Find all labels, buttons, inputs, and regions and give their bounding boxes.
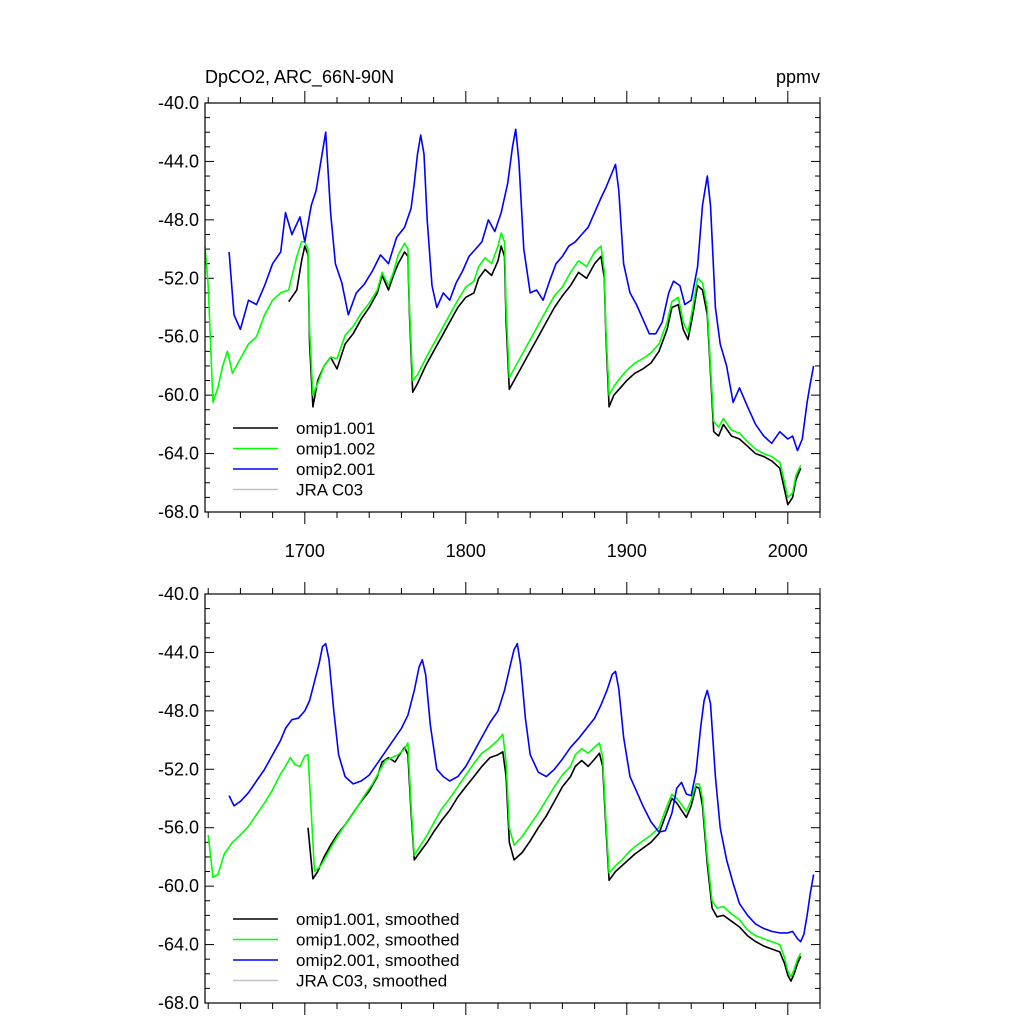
x-tick-label: 2000 [768, 541, 808, 561]
legend-label: omip2.001, smoothed [296, 951, 460, 970]
top-plot-frame [204, 102, 821, 513]
y-tick-label: -68.0 [158, 502, 199, 522]
legend-label: JRA C03 [296, 481, 363, 500]
y-tick-label: -56.0 [158, 327, 199, 347]
series-line-omip2-001 [228, 128, 815, 452]
legend-label: omip1.001 [296, 419, 375, 438]
y-tick-label: -44.0 [158, 151, 199, 171]
legend-label: JRA C03, smoothed [296, 972, 447, 991]
top-panel: DpCO2, ARC_66N-90N ppmv -40.0 -44.0 -48.0 -… [158, 67, 821, 561]
series-line-omip1-002-smoothed [207, 733, 802, 978]
series-line-omip1-001-smoothed [307, 746, 802, 982]
x-tick-label: 1700 [285, 541, 325, 561]
y-tick-label: -40.0 [158, 584, 199, 604]
y-tick-label: -44.0 [158, 642, 199, 662]
series-line-omip1-002 [205, 232, 802, 499]
y-tick-label: -52.0 [158, 759, 199, 779]
bottom-plot-frame [204, 593, 821, 1004]
top-panel-units: ppmv [776, 67, 820, 87]
y-tick-label: -56.0 [158, 818, 199, 838]
x-tick-label: 1900 [607, 541, 647, 561]
y-tick-label: -64.0 [158, 444, 199, 464]
y-tick-label: -52.0 [158, 268, 199, 288]
y-tick-label: -60.0 [158, 385, 199, 405]
legend-label: omip1.001, smoothed [296, 910, 460, 929]
x-tick-label: 1800 [446, 541, 486, 561]
y-tick-label: -60.0 [158, 876, 199, 896]
series-line-omip2-001-smoothed [228, 642, 815, 943]
y-tick-label: -64.0 [158, 935, 199, 955]
y-tick-label: -40.0 [158, 93, 199, 113]
y-tick-label: -48.0 [158, 701, 199, 721]
legend-label: omip2.001 [296, 460, 375, 479]
bottom-panel: -40.0 -44.0 -48.0 -52.0 -56.0 -60.0 -64.0 -68.0… [158, 582, 821, 1015]
y-tick-label: -48.0 [158, 210, 199, 230]
legend-label: omip1.002 [296, 440, 375, 459]
top-panel-title: DpCO2, ARC_66N-90N [205, 67, 394, 88]
legend-label: omip1.002, smoothed [296, 931, 460, 950]
y-tick-label: -68.0 [158, 993, 199, 1013]
